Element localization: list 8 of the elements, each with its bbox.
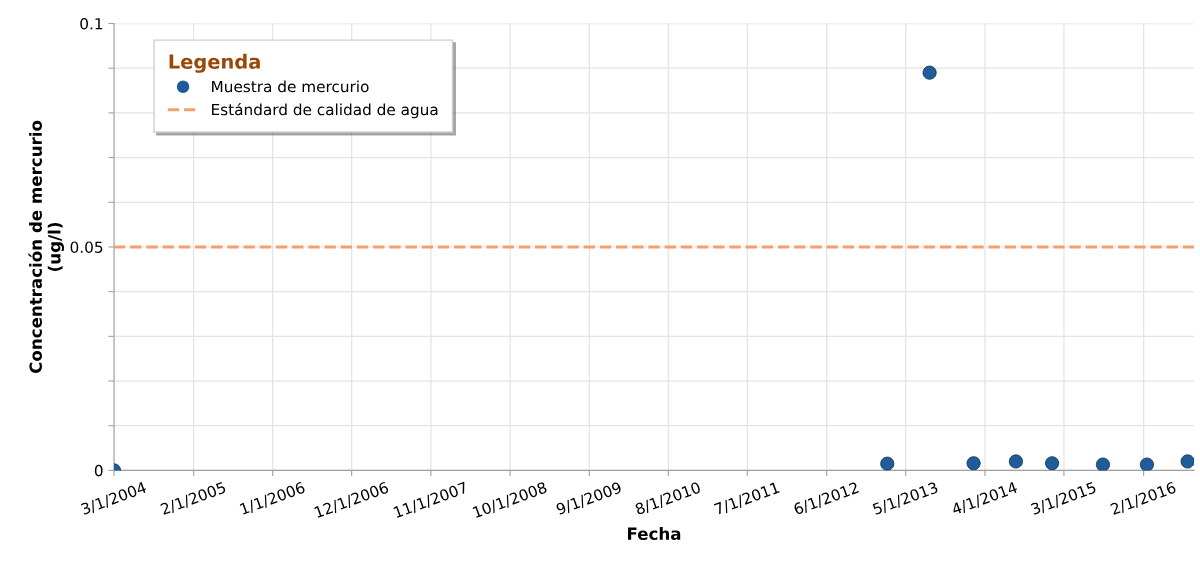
- legend-title: Legenda: [169, 53, 260, 73]
- x-axis-title: Fecha: [628, 527, 681, 540]
- legend-label: Muestra de mercurio: [212, 80, 369, 93]
- y-tick-label: 0.1: [80, 17, 103, 30]
- y-tick-label: 0: [94, 464, 103, 477]
- y-tick-label: 0.05: [70, 241, 103, 253]
- y-axis-title: Concentración de mercurio (ug/l): [28, 120, 65, 374]
- legend-label: Estándard de calidad de agua: [212, 102, 438, 119]
